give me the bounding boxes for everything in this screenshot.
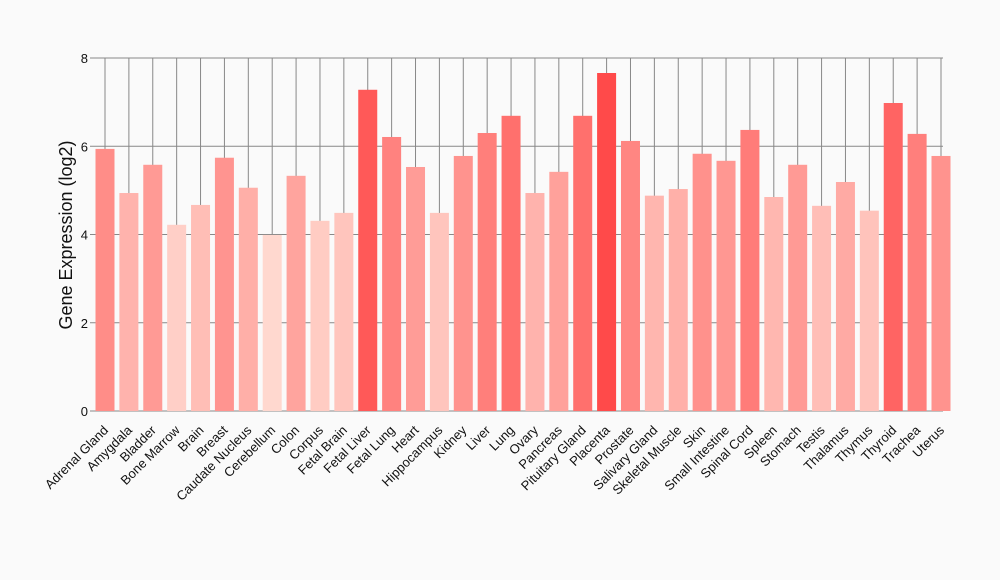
- bar-bone-marrow: [167, 224, 187, 411]
- bar-thymus: [859, 210, 879, 411]
- bar-skeletal-muscle: [668, 189, 688, 411]
- bar-breast: [214, 157, 234, 411]
- bar-heart: [406, 166, 426, 411]
- bar-fetal-lung: [382, 136, 402, 411]
- bar-spleen: [764, 196, 784, 411]
- bar-salivary-gland: [644, 195, 664, 411]
- bar-colon: [286, 175, 306, 411]
- bar-spinal-cord: [740, 129, 760, 411]
- bar-bladder: [143, 164, 163, 411]
- bar-amygdala: [119, 193, 139, 411]
- y-axis-ticks: 0 2 4 6 8: [81, 51, 93, 419]
- x-tick-label: Liver: [463, 422, 494, 453]
- bar-trachea: [907, 133, 927, 411]
- y-tick-label: 4: [81, 228, 88, 243]
- bar-thalamus: [835, 181, 855, 411]
- y-tick-label: 8: [81, 51, 88, 66]
- y-tick-label: 2: [81, 316, 88, 331]
- bar-ovary: [525, 193, 545, 411]
- y-axis-label: Gene Expression (log2): [56, 140, 76, 329]
- bar-fetal-liver: [358, 89, 378, 412]
- bar-kidney: [453, 155, 473, 411]
- bar-brain: [191, 204, 211, 411]
- bar-caudate-nucleus: [238, 187, 258, 411]
- bar-cerebellum: [262, 234, 282, 411]
- bar-adrenal-gland: [95, 148, 115, 411]
- bar-uterus: [931, 155, 951, 411]
- bar-pancreas: [549, 171, 569, 411]
- bar-skin: [692, 153, 712, 411]
- bar-stomach: [788, 164, 808, 411]
- y-tick-label: 6: [81, 139, 88, 154]
- bar-placenta: [597, 73, 617, 411]
- bar-liver: [477, 133, 497, 411]
- bar-fetal-brain: [334, 212, 354, 411]
- bar-small-intestine: [716, 160, 736, 411]
- bar-corpus: [310, 220, 330, 411]
- bar-testis: [812, 205, 832, 411]
- bar-thyroid: [883, 103, 903, 411]
- bars: [95, 73, 951, 412]
- y-tick-label: 0: [81, 404, 88, 419]
- bar-prostate: [620, 140, 640, 411]
- bar-lung: [501, 115, 521, 412]
- bar-hippocampus: [429, 212, 449, 411]
- bar-pituitary-gland: [573, 115, 593, 412]
